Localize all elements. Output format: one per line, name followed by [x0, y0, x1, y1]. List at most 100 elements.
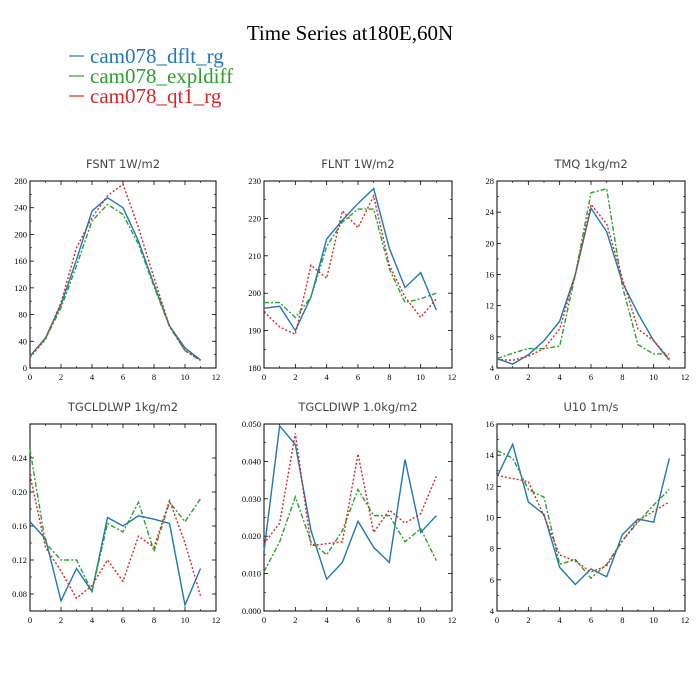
series-line-cam078_dflt_rg: [29, 515, 202, 608]
x-tick-label: 4: [325, 372, 330, 382]
series-line-cam078_expldiff: [496, 187, 670, 360]
y-tick-label: 160: [14, 256, 27, 266]
x-tick-label: 6: [356, 372, 360, 382]
panel-2: FLNT 1W/m2 0 2 4 6 8 10 12 180 190 200 210 220 230: [248, 157, 456, 382]
panel-title: TGCLDIWP 1.0kg/m2: [297, 400, 417, 414]
figure-title: Time Series at180E,60N: [247, 21, 453, 45]
series-line-cam078_dflt_rg: [263, 424, 437, 581]
y-tick-label: 0: [23, 363, 27, 373]
y-tick-label: 16: [486, 419, 495, 429]
x-tick-label: 0: [28, 372, 32, 382]
series-line-cam078_qt1_rg: [496, 202, 670, 361]
x-tick-label: 0: [262, 372, 266, 382]
x-tick-label: 0: [495, 372, 499, 382]
panel-title: FSNT 1W/m2: [86, 157, 160, 171]
y-tick-label: 24: [486, 207, 495, 217]
series-line-cam078_qt1_rg: [263, 433, 437, 547]
panel-title: FLNT 1W/m2: [321, 157, 394, 171]
y-tick-label: 180: [248, 363, 261, 373]
y-tick-label: 280: [14, 176, 27, 186]
x-tick-label: 4: [558, 615, 563, 625]
legend-label-3: cam078_qt1_rg: [90, 84, 222, 108]
legend-label-2: cam078_expldiff: [90, 64, 233, 88]
x-tick-label: 10: [649, 615, 658, 625]
series-line-cam078_expldiff: [29, 203, 201, 362]
y-tick-label: 240: [14, 203, 27, 213]
y-tick-label: 12: [486, 301, 495, 311]
x-tick-label: 2: [526, 372, 530, 382]
y-tick-label: 0.12: [12, 555, 27, 565]
x-tick-label: 0: [28, 615, 32, 625]
x-tick-label: 12: [448, 372, 457, 382]
x-tick-label: 6: [589, 372, 593, 382]
series-line-cam078_dflt_rg: [29, 196, 201, 361]
y-tick-label: 0.050: [242, 419, 261, 429]
x-tick-label: 4: [90, 615, 95, 625]
panel-title: TMQ 1kg/m2: [553, 157, 627, 171]
x-tick-label: 4: [325, 615, 330, 625]
x-tick-label: 12: [448, 615, 457, 625]
y-tick-label: 80: [19, 310, 28, 320]
y-tick-label: 0.020: [242, 531, 261, 541]
y-tick-label: 0.08: [12, 589, 27, 599]
y-tick-label: 28: [486, 176, 495, 186]
y-tick-label: 0.030: [242, 494, 261, 504]
x-tick-label: 8: [387, 372, 391, 382]
panel-6: U10 1m/s 0 2 4 6 8 10 12 4 6 8 10 12 14 16: [486, 400, 690, 625]
plot-frame: [263, 423, 453, 612]
y-tick-label: 14: [486, 450, 495, 460]
x-tick-label: 6: [356, 615, 360, 625]
x-tick-label: 8: [620, 615, 624, 625]
x-tick-label: 10: [181, 372, 190, 382]
panel-4: TGCLDLWP 1kg/m2 0 2 4 6 8 10 12 0.08 0.12 0.16 0.20…: [12, 400, 220, 625]
y-tick-label: 10: [486, 513, 495, 523]
y-tick-label: 200: [248, 288, 261, 298]
legend: cam078_dflt_rg cam078_expldiff cam078_qt…: [69, 44, 233, 108]
legend-label-1: cam078_dflt_rg: [90, 44, 224, 68]
x-tick-label: 12: [681, 615, 690, 625]
series-line-cam078_qt1_rg: [263, 193, 437, 336]
x-tick-label: 2: [526, 615, 530, 625]
series-line-cam078_dflt_rg: [496, 442, 671, 586]
plot-frame: [496, 423, 686, 612]
panel-title: U10 1m/s: [563, 400, 618, 414]
y-tick-label: 0.040: [242, 456, 261, 466]
x-tick-label: 2: [293, 615, 297, 625]
y-tick-label: 0.000: [242, 606, 261, 616]
y-tick-label: 0.16: [12, 521, 27, 531]
y-tick-label: 4: [490, 363, 495, 373]
panel-title: TGCLDLWP 1kg/m2: [67, 400, 178, 414]
y-tick-label: 12: [486, 481, 495, 491]
series-line-cam078_expldiff: [264, 208, 437, 319]
y-tick-label: 20: [486, 238, 495, 248]
series-line-cam078_expldiff: [29, 449, 202, 594]
y-tick-label: 4: [490, 606, 495, 616]
x-tick-label: 6: [121, 372, 125, 382]
x-tick-label: 6: [121, 615, 125, 625]
x-tick-label: 0: [262, 615, 266, 625]
x-tick-label: 10: [416, 615, 425, 625]
x-tick-label: 12: [212, 615, 221, 625]
x-tick-label: 2: [59, 615, 63, 625]
x-tick-label: 0: [495, 615, 499, 625]
x-tick-label: 12: [212, 372, 221, 382]
y-tick-label: 210: [248, 251, 261, 261]
x-tick-label: 8: [152, 615, 156, 625]
y-tick-label: 8: [490, 544, 494, 554]
x-tick-label: 8: [387, 615, 391, 625]
y-tick-label: 0.24: [12, 453, 28, 463]
panel-5: TGCLDIWP 1.0kg/m2 0 2 4 6 8 10 12 0.000 0.010 0.02…: [242, 400, 456, 625]
x-tick-label: 4: [90, 372, 95, 382]
x-tick-label: 2: [59, 372, 63, 382]
y-tick-label: 6: [490, 575, 494, 585]
x-tick-label: 8: [620, 372, 624, 382]
series-line-cam078_qt1_rg: [29, 474, 202, 600]
y-tick-label: 190: [248, 326, 261, 336]
x-tick-label: 10: [416, 372, 425, 382]
series-line-cam078_dflt_rg: [263, 187, 437, 333]
y-tick-label: 220: [248, 213, 261, 223]
series-line-cam078_expldiff: [263, 487, 437, 573]
x-tick-label: 8: [152, 372, 156, 382]
